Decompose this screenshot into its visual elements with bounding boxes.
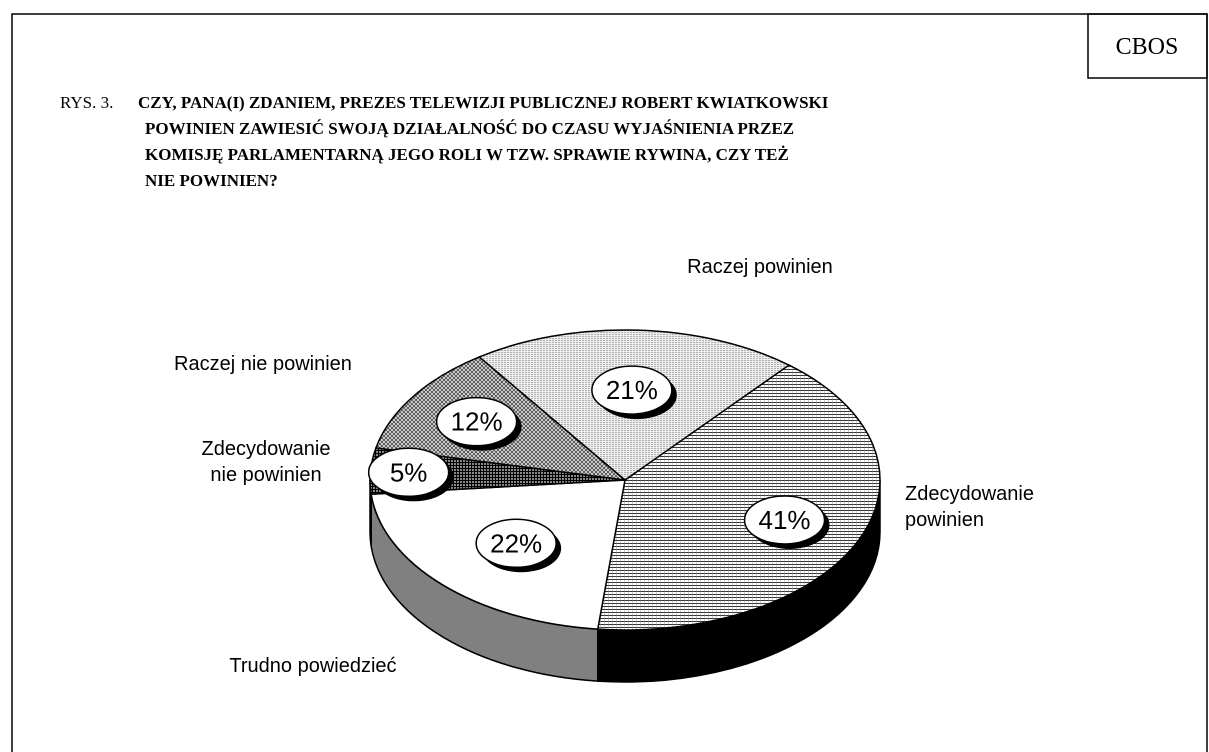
source: CBOS [1116,34,1179,60]
label-bubble [591,365,673,415]
source-box [1087,13,1208,79]
chart-title: CZY, PANA(I) ZDANIEM, PREZES TELEWIZJI P… [138,93,829,190]
title-line: NIE POWINIEN? [145,171,278,190]
value-label: 5% [390,457,428,487]
value-label: 21% [606,375,658,405]
category-label: Zdecydowanie nie powinien [202,438,331,486]
title-line: POWINIEN ZAWIESIĆ SWOJĄ DZIAŁALNOŚĆ DO C… [145,119,794,138]
title-line: KOMISJĘ PARLAMENTARNĄ JEGO ROLI W TZW. S… [145,145,789,164]
value-label: 41% [759,505,811,535]
value-label: 22% [490,528,542,558]
label-bubble [475,518,557,569]
category-label: Zdecydowanie powinien [905,483,1034,531]
pie-slice [596,364,881,631]
category-label: Trudno powiedzieć [229,655,396,677]
pie: 41% 22% 5% 12% 21% Zdecydowanie powinien Trudno… [174,256,1034,683]
figure-label: RYS. 3. [60,93,113,112]
label-bubble [743,495,826,545]
category-label: Raczej nie powinien [174,353,352,375]
value-label: 12% [451,407,503,437]
label-bubble [367,447,450,498]
title-line: CZY, PANA(I) ZDANIEM, PREZES TELEWIZJI P… [138,93,829,112]
label-bubble [435,396,518,447]
category-label: Raczej powinien [687,256,833,278]
frame [11,13,1208,752]
